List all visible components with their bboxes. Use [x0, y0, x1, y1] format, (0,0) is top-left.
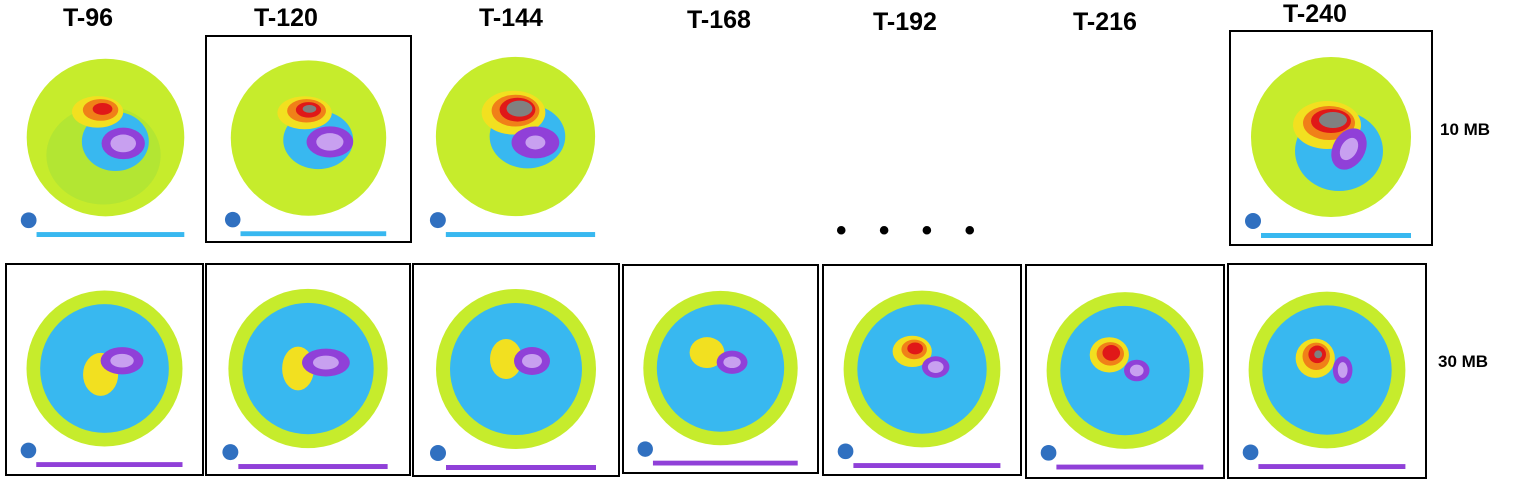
- polar-map-30mb-t120: [208, 265, 408, 474]
- ellipsis: • • • •: [836, 214, 988, 247]
- map-10mb-t120: [205, 35, 412, 243]
- polar-map-10mb-t120: [211, 37, 406, 241]
- column-title-t120: T-120: [254, 4, 318, 32]
- column-title-t192: T-192: [873, 8, 937, 36]
- polar-map-10mb-t240: [1231, 33, 1431, 243]
- map-30mb-t120: [205, 263, 411, 476]
- column-title-t144: T-144: [479, 4, 543, 32]
- polar-map-30mb-t168: [624, 267, 817, 471]
- map-10mb-t144: [414, 33, 617, 242]
- column-title-t168: T-168: [687, 6, 751, 34]
- map-30mb-t192: [822, 264, 1022, 476]
- map-10mb-t96: [7, 33, 204, 244]
- map-30mb-t240: [1227, 263, 1427, 479]
- polar-map-10mb-t144: [415, 33, 616, 242]
- polar-map-30mb-t96: [7, 267, 202, 472]
- map-30mb-t144: [412, 263, 620, 477]
- polar-map-30mb-t144: [416, 265, 616, 475]
- map-30mb-t168: [622, 264, 819, 474]
- polar-map-30mb-t192: [824, 267, 1020, 473]
- map-30mb-t216: [1025, 264, 1225, 479]
- map-30mb-t96: [5, 263, 204, 476]
- column-title-t96: T-96: [62, 4, 114, 32]
- polar-map-30mb-t240: [1229, 268, 1425, 474]
- column-title-t240: T-240: [1283, 0, 1347, 28]
- column-title-t216: T-216: [1073, 8, 1137, 36]
- map-10mb-t240: [1229, 30, 1433, 246]
- row-label-10mb: 10 MB: [1440, 120, 1491, 139]
- polar-map-30mb-t216: [1027, 268, 1223, 475]
- polar-map-10mb-t96: [7, 35, 204, 242]
- row-label-30mb: 30 MB: [1438, 352, 1489, 371]
